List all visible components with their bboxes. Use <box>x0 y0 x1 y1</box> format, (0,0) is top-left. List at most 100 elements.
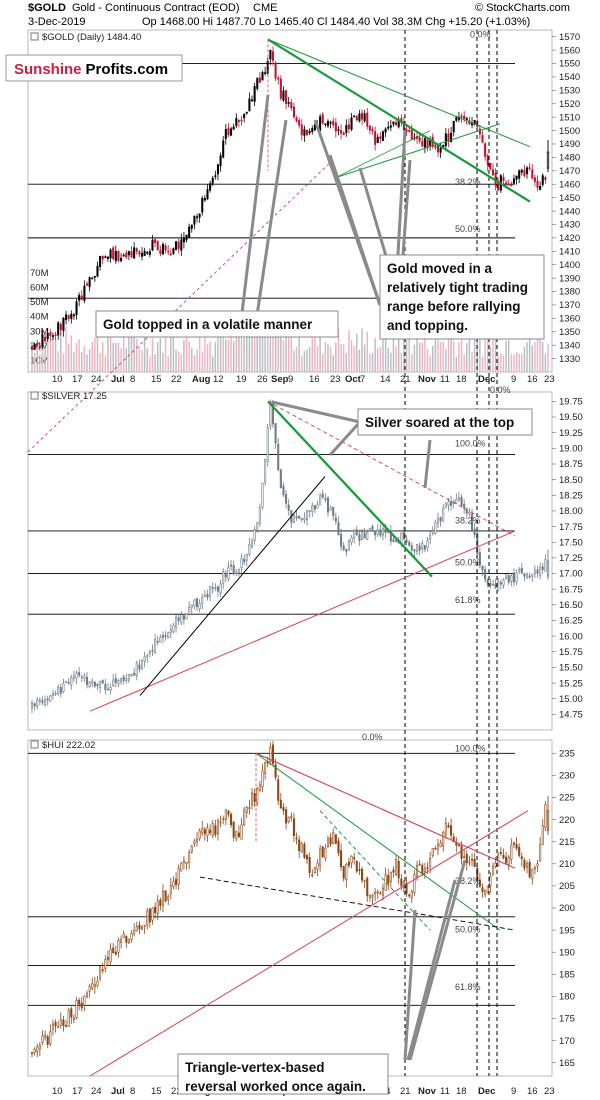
candle-body-hui <box>151 907 154 921</box>
candle-body-hui <box>109 949 112 963</box>
volume-bar <box>259 316 261 372</box>
candle-body-hui <box>363 879 366 882</box>
volume-bar <box>418 342 421 372</box>
panel-hui <box>27 739 553 1077</box>
candle-body-silver <box>392 539 395 543</box>
volume-bar <box>280 313 282 372</box>
candle-body-gold <box>148 251 151 255</box>
volume-bar <box>303 351 306 372</box>
candle-body-hui <box>88 986 91 992</box>
candle-body-gold <box>371 128 374 132</box>
y-tick-label-gold: 1480 <box>559 153 580 164</box>
silver-black-trendline <box>139 476 326 696</box>
candle-body-silver <box>295 516 298 519</box>
candle-body-hui <box>195 838 199 842</box>
y-tick-label-silver: 18.25 <box>559 490 583 501</box>
candle-body-hui <box>230 814 233 826</box>
candle-body-gold <box>253 86 256 102</box>
gold-range-annotation-text: Gold moved in a <box>387 261 493 276</box>
y-tick-label-gold: 1490 <box>559 139 580 150</box>
candle-body-hui <box>140 927 144 930</box>
candle-body-hui <box>298 839 301 852</box>
y-tick-label-silver: 18.75 <box>559 459 583 470</box>
x-tick-label: 17 <box>72 1086 83 1097</box>
fib-label-silver: 50.0% <box>455 557 481 567</box>
volume-bar <box>261 324 264 372</box>
candle-body-silver <box>486 579 489 585</box>
candle-body-hui <box>442 831 445 847</box>
candle-body-gold <box>274 62 277 79</box>
gold-range-annotation-text: range before rallying <box>387 299 521 314</box>
candle-body-silver <box>195 598 199 608</box>
candle-body-silver <box>65 681 68 684</box>
volume-bar <box>227 339 230 372</box>
x-tick-label: 14 <box>380 374 391 385</box>
candle-body-silver <box>237 568 240 574</box>
candle-body-gold <box>290 102 293 109</box>
candle-body-silver <box>151 649 154 652</box>
candle-body-gold <box>361 112 364 120</box>
candle-body-hui <box>484 889 487 895</box>
volume-bar <box>44 347 46 372</box>
candle-body-gold <box>502 177 505 181</box>
candle-body-hui <box>240 824 243 840</box>
y-tick-label-gold: 1510 <box>559 112 580 123</box>
candle-body-gold <box>114 251 117 262</box>
volume-bar <box>335 342 337 372</box>
candle-body-silver <box>38 699 41 702</box>
candle-body-silver <box>222 571 225 584</box>
candle-body-silver <box>266 427 269 462</box>
candle-body-hui <box>423 868 426 872</box>
volume-bar <box>62 353 65 372</box>
candle-body-hui <box>436 844 440 850</box>
candle-body-silver <box>72 675 75 680</box>
candle-body-hui <box>345 864 348 881</box>
candle-body-hui <box>402 881 405 889</box>
candle-body-gold <box>510 184 513 187</box>
x-tick-label: Nov <box>418 374 437 385</box>
candle-body-silver <box>523 573 526 577</box>
candle-body-gold <box>33 344 36 350</box>
candle-body-hui <box>471 859 474 861</box>
candle-body-gold <box>486 155 489 166</box>
fib-label-gold: 38.2% <box>455 177 481 187</box>
candle-body-gold <box>381 131 385 141</box>
candle-body-gold <box>282 90 285 101</box>
candle-body-gold <box>497 183 500 191</box>
candle-body-silver <box>211 587 214 589</box>
candle-body-hui <box>292 818 295 836</box>
y-tick-label-silver: 14.75 <box>559 710 583 721</box>
candle-body-gold <box>507 183 510 186</box>
candle-body-hui <box>326 838 330 848</box>
candle-body-silver <box>400 532 403 544</box>
y-tick-label-gold: 1450 <box>559 193 580 204</box>
volume-bar <box>322 354 324 372</box>
legend-swatch-hui <box>30 740 39 749</box>
volume-bar <box>177 351 180 372</box>
candle-body-hui <box>222 818 225 821</box>
volume-bar <box>340 344 342 372</box>
candle-body-hui <box>85 992 89 997</box>
candle-body-silver <box>91 680 94 684</box>
candle-body-silver <box>216 586 219 592</box>
volume-bar <box>531 345 534 372</box>
candle-body-silver <box>512 573 515 583</box>
x-tick-label: 19 <box>236 374 247 385</box>
candle-body-silver <box>429 535 432 540</box>
fib-label-silver: 61.8% <box>455 595 481 605</box>
candle-body-silver <box>172 625 175 633</box>
volume-bar <box>408 337 410 372</box>
candle-body-silver <box>188 606 191 613</box>
y-tick-label-gold: 1400 <box>559 260 580 271</box>
x-tick-label: Jul <box>111 374 125 385</box>
volume-bar <box>442 341 444 372</box>
y-tick-label-hui: 230 <box>559 771 575 782</box>
volume-bar <box>57 351 59 372</box>
candle-body-gold <box>518 170 521 179</box>
candle-body-gold <box>332 120 335 126</box>
volume-bar <box>316 345 319 372</box>
volume-bar <box>41 338 44 372</box>
candle-body-silver <box>345 549 348 552</box>
candle-body-silver <box>502 579 505 586</box>
y-tick-label-silver: 18.50 <box>559 475 583 486</box>
